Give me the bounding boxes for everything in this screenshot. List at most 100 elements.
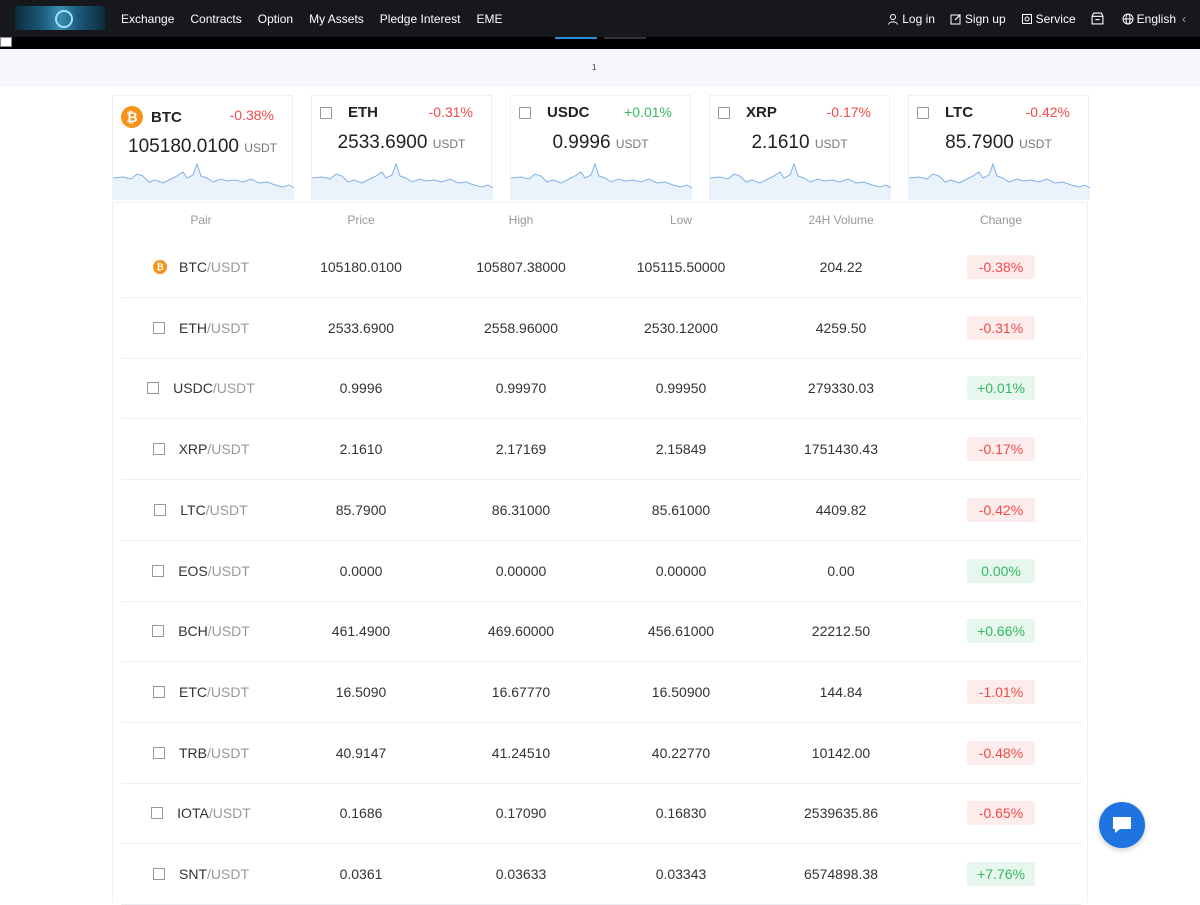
- volume-cell: 144.84: [761, 684, 921, 700]
- broken-image-icon: [152, 565, 164, 577]
- table-row[interactable]: XRP/USDT 2.1610 2.17169 2.15849 1751430.…: [121, 419, 1081, 480]
- volume-cell: 279330.03: [761, 380, 921, 396]
- change-cell: -1.01%: [921, 680, 1081, 704]
- pair-base: ETH: [179, 320, 207, 336]
- table-row[interactable]: BCH/USDT 461.4900 469.60000 456.61000 22…: [121, 601, 1081, 662]
- ticker-card[interactable]: ETH -0.31% 2533.6900 USDT: [311, 95, 492, 200]
- table-row[interactable]: ETH/USDT 2533.6900 2558.96000 2530.12000…: [121, 298, 1081, 359]
- subbar-tab[interactable]: [604, 37, 646, 39]
- nav-exchange[interactable]: Exchange: [121, 12, 174, 26]
- low-cell: 0.03343: [601, 866, 761, 882]
- card-coin-name: LTC: [945, 104, 973, 121]
- pair-cell[interactable]: USDC/USDT: [121, 380, 281, 396]
- table-row[interactable]: EOS/USDT 0.0000 0.00000 0.00000 0.00 0.0…: [121, 541, 1081, 602]
- ticker-card[interactable]: XRP -0.17% 2.1610 USDT: [709, 95, 890, 200]
- change-cell: -0.48%: [921, 741, 1081, 765]
- price-cell: 2533.6900: [281, 320, 441, 336]
- price-cell: 2.1610: [281, 441, 441, 457]
- nav-my-assets[interactable]: My Assets: [309, 12, 364, 26]
- login-link[interactable]: Log in: [887, 12, 935, 26]
- pair-cell[interactable]: IOTA/USDT: [121, 805, 281, 821]
- nav-option[interactable]: Option: [258, 12, 293, 26]
- broken-image-icon: [519, 107, 531, 119]
- card-change: -0.42%: [1026, 104, 1070, 120]
- nav-contracts[interactable]: Contracts: [190, 12, 241, 26]
- pair-cell[interactable]: XRP/USDT: [121, 441, 281, 457]
- chat-button[interactable]: [1099, 802, 1145, 848]
- high-cell: 0.99970: [441, 380, 601, 396]
- table-row[interactable]: ₿ BTC/USDT 105180.0100 105807.38000 10511…: [121, 237, 1081, 298]
- pair-cell[interactable]: LTC/USDT: [121, 502, 281, 518]
- card-price: 0.9996 USDT: [511, 132, 690, 154]
- ticker-card[interactable]: ₿ BTC -0.38% 105180.0100 USDT: [112, 95, 293, 200]
- banner-page-indicator[interactable]: 1: [592, 63, 596, 72]
- card-coin-name: BTC: [151, 109, 182, 126]
- pair-cell[interactable]: BCH/USDT: [121, 623, 281, 639]
- card-price-value: 85.7900: [945, 132, 1014, 153]
- pair-base: BTC: [179, 259, 207, 275]
- high-cell: 2.17169: [441, 441, 601, 457]
- card-coin-name: ETH: [348, 104, 378, 121]
- sub-bar: [0, 37, 1200, 49]
- ticker-card[interactable]: USDC +0.01% 0.9996 USDT: [510, 95, 691, 200]
- card-price: 85.7900 USDT: [909, 132, 1088, 154]
- price-cell: 85.7900: [281, 502, 441, 518]
- card-coin: USDC: [519, 104, 590, 121]
- login-label: Log in: [902, 12, 935, 26]
- high-cell: 2558.96000: [441, 320, 601, 336]
- price-cell: 40.9147: [281, 745, 441, 761]
- table-row[interactable]: LTC/USDT 85.7900 86.31000 85.61000 4409.…: [121, 480, 1081, 541]
- change-cell: +0.66%: [921, 619, 1081, 643]
- volume-cell: 4259.50: [761, 320, 921, 336]
- pair-cell[interactable]: SNT/USDT: [121, 866, 281, 882]
- pair-cell[interactable]: TRB/USDT: [121, 745, 281, 761]
- language-selector[interactable]: English ‹: [1122, 12, 1186, 26]
- card-coin: ETH: [320, 104, 378, 121]
- service-link[interactable]: Service: [1021, 12, 1076, 26]
- table-row[interactable]: USDC/USDT 0.9996 0.99970 0.99950 279330.…: [121, 358, 1081, 419]
- pair-base: BCH: [178, 623, 208, 639]
- pair-quote: /USDT: [208, 563, 250, 579]
- high-cell: 469.60000: [441, 623, 601, 639]
- pair-cell[interactable]: EOS/USDT: [121, 563, 281, 579]
- low-cell: 105115.50000: [601, 259, 761, 275]
- card-coin-name: XRP: [746, 104, 777, 121]
- sparkline-chart: [312, 158, 493, 200]
- pair-base: EOS: [178, 563, 208, 579]
- broken-image-icon: [152, 625, 164, 637]
- broken-image-icon: [153, 686, 165, 698]
- table-row[interactable]: TRB/USDT 40.9147 41.24510 40.22770 10142…: [121, 723, 1081, 784]
- broken-image-icon: [153, 443, 165, 455]
- table-row[interactable]: ETC/USDT 16.5090 16.67770 16.50900 144.8…: [121, 662, 1081, 723]
- nav-eme[interactable]: EME: [477, 12, 503, 26]
- table-row[interactable]: SNT/USDT 0.0361 0.03633 0.03343 6574898.…: [121, 844, 1081, 905]
- card-price-unit: USDT: [1019, 137, 1052, 151]
- chevron-left-icon: ‹: [1182, 12, 1186, 26]
- pair-cell[interactable]: ETC/USDT: [121, 684, 281, 700]
- signup-link[interactable]: Sign up: [950, 12, 1006, 26]
- ticker-card[interactable]: LTC -0.42% 85.7900 USDT: [908, 95, 1089, 200]
- pair-quote: /USDT: [207, 866, 249, 882]
- pair-base: USDC: [173, 380, 213, 396]
- high-cell: 105807.38000: [441, 259, 601, 275]
- user-icon: [887, 13, 899, 25]
- pair-cell[interactable]: ₿ BTC/USDT: [121, 259, 281, 275]
- table-row[interactable]: IOTA/USDT 0.1686 0.17090 0.16830 2539635…: [121, 783, 1081, 844]
- card-price-unit: USDT: [815, 137, 848, 151]
- site-logo[interactable]: [15, 6, 105, 30]
- subbar-tab-active[interactable]: [555, 37, 597, 39]
- broken-image-icon: [917, 107, 929, 119]
- pair-quote: /USDT: [207, 259, 249, 275]
- pair-base: XRP: [179, 441, 208, 457]
- pair-cell[interactable]: ETH/USDT: [121, 320, 281, 336]
- header-low: Low: [601, 203, 761, 237]
- nav-pledge-interest[interactable]: Pledge Interest: [380, 12, 461, 26]
- store-link[interactable]: [1091, 12, 1107, 25]
- price-cell: 16.5090: [281, 684, 441, 700]
- volume-cell: 1751430.43: [761, 441, 921, 457]
- pair-quote: /USDT: [207, 745, 249, 761]
- price-cell: 461.4900: [281, 623, 441, 639]
- broken-image-icon: [154, 504, 166, 516]
- change-cell: -0.17%: [921, 437, 1081, 461]
- card-coin: XRP: [718, 104, 777, 121]
